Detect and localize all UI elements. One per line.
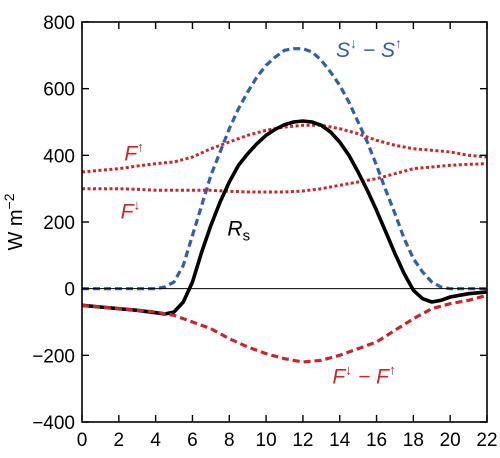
y-tick-label: 0 bbox=[64, 280, 75, 301]
series-line-fup bbox=[81, 123, 488, 174]
y-tick-label: 400 bbox=[43, 146, 75, 167]
series-labels: S↓ − S↑ F↑ F↓ Rs F↓ − F↑ bbox=[121, 35, 402, 389]
y-tick-label: 600 bbox=[43, 80, 75, 101]
x-tick-label: 16 bbox=[366, 430, 387, 451]
series-label-fup: F↑ bbox=[124, 138, 144, 165]
y-tick-label: 200 bbox=[43, 213, 75, 234]
series-label-sdown-minus-sup: S↓ − S↑ bbox=[336, 35, 402, 62]
x-tick-label: 0 bbox=[77, 430, 88, 451]
x-tick-label: 2 bbox=[114, 430, 125, 451]
y-tick-label: −200 bbox=[32, 346, 75, 367]
x-tick-label: 20 bbox=[440, 430, 461, 451]
x-tick-label: 12 bbox=[292, 430, 313, 451]
series-layer bbox=[81, 47, 488, 364]
x-tick-label: 10 bbox=[256, 430, 277, 451]
ticks-layer: 0 2 4 6 8 10 12 14 16 18 20 22 −400 −200 0 200 400 600 800 bbox=[32, 13, 497, 451]
y-tick-label: −400 bbox=[32, 413, 75, 434]
series-label-fdown: F↓ bbox=[121, 197, 141, 224]
series-line-fdown-minus-fup bbox=[81, 293, 488, 364]
plot-frame bbox=[81, 21, 488, 423]
y-tick-label: 800 bbox=[43, 13, 75, 34]
series-label-fdown-minus-fup: F↓ − F↑ bbox=[332, 362, 396, 389]
x-tick-label: 4 bbox=[150, 430, 161, 451]
series-label-rs: Rs bbox=[227, 217, 250, 244]
series-line-fdown bbox=[82, 162, 488, 194]
x-tick-label: 14 bbox=[329, 430, 351, 451]
x-tick-label: 6 bbox=[187, 430, 198, 451]
series-line-rs bbox=[81, 119, 488, 316]
x-tick-label: 8 bbox=[224, 430, 235, 451]
y-axis-label: W m−2 bbox=[1, 193, 27, 250]
x-tick-label: 18 bbox=[403, 430, 424, 451]
series-line-sdown-minus-sup bbox=[82, 47, 487, 291]
x-tick-label: 22 bbox=[476, 430, 497, 451]
